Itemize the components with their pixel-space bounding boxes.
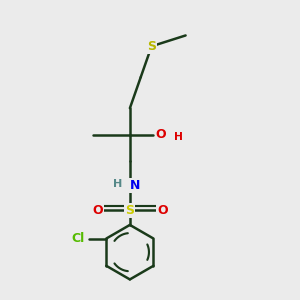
Text: O: O xyxy=(92,204,103,217)
Text: H: H xyxy=(174,132,183,142)
Text: O: O xyxy=(157,204,168,217)
Text: O: O xyxy=(155,128,166,141)
Text: S: S xyxy=(147,40,156,53)
Text: H: H xyxy=(113,179,123,189)
Text: Cl: Cl xyxy=(72,232,85,245)
Text: N: N xyxy=(130,179,141,192)
Text: S: S xyxy=(125,204,134,217)
